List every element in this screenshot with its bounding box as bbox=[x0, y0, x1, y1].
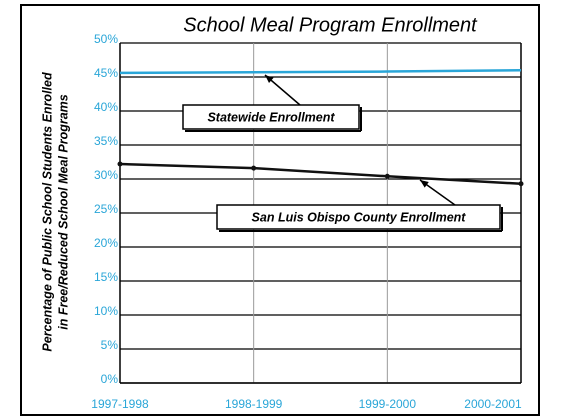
y-axis-label: Percentage of Public School Students Enr… bbox=[40, 72, 70, 352]
callout-label: San Luis Obispo County Enrollment bbox=[252, 210, 467, 224]
arrow-head bbox=[420, 180, 429, 188]
y-tick-label: 50% bbox=[94, 32, 118, 46]
callout-label: Statewide Enrollment bbox=[207, 110, 335, 124]
y-label-line: in Free/Reduced School Meal Programs bbox=[56, 94, 70, 330]
callout-box bbox=[182, 104, 360, 130]
y-tick-label: 10% bbox=[94, 304, 118, 318]
y-tick-label: 25% bbox=[94, 202, 118, 216]
callout-box bbox=[216, 204, 501, 230]
point bbox=[518, 181, 524, 187]
x-tick-label: 2000-2001 bbox=[464, 397, 522, 411]
y-tick-label: 15% bbox=[94, 270, 118, 284]
chart-title: School Meal Program Enrollment bbox=[183, 14, 478, 36]
y-tick-label: 30% bbox=[94, 168, 118, 182]
point bbox=[384, 173, 390, 179]
x-tick-label: 1998-1999 bbox=[225, 397, 283, 411]
y-tick-label: 40% bbox=[94, 100, 118, 114]
y-tick-label: 5% bbox=[101, 338, 119, 352]
x-tick-label: 1997-1998 bbox=[91, 397, 149, 411]
y-tick-label: 35% bbox=[94, 134, 118, 148]
x-tick-label: 1999-2000 bbox=[359, 397, 417, 411]
point bbox=[251, 165, 257, 171]
arrow-head bbox=[265, 75, 274, 84]
point bbox=[117, 161, 123, 167]
y-label-line: Percentage of Public School Students Enr… bbox=[40, 72, 54, 352]
y-tick-label: 45% bbox=[94, 66, 118, 80]
y-tick-label: 0% bbox=[101, 372, 119, 386]
series-line bbox=[119, 162, 522, 186]
y-tick-label: 20% bbox=[94, 236, 118, 250]
series-line bbox=[119, 68, 522, 75]
